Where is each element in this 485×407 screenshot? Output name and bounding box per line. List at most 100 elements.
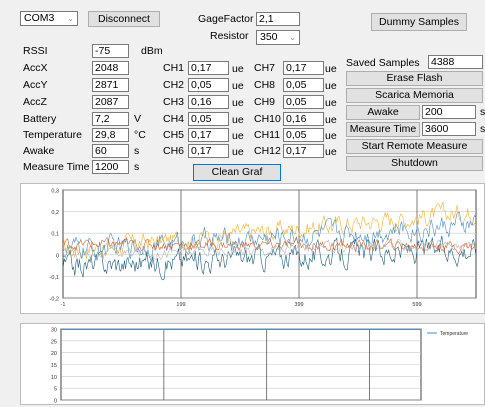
reading-label: Measure Time bbox=[23, 161, 90, 173]
clean-graf-button[interactable]: Clean Graf bbox=[193, 164, 281, 181]
disconnect-button[interactable]: Disconnect bbox=[88, 11, 160, 27]
chevron-down-icon: ⌄ bbox=[67, 14, 74, 23]
y-tick-label: 0 bbox=[56, 253, 59, 259]
strain-chart-svg: 0,3 0,2 0,1 0 -0,1 -0,2-1 199 399 599 bbox=[50, 189, 477, 308]
channel-unit: ue bbox=[232, 114, 244, 126]
series-line bbox=[62, 211, 477, 262]
channel-value: 0,05 bbox=[283, 128, 324, 142]
resistor-label: Resistor bbox=[210, 30, 249, 42]
series-line bbox=[62, 202, 477, 259]
y-tick-label: 5 bbox=[54, 387, 57, 393]
channel-unit: ue bbox=[325, 80, 337, 92]
reading-value: 2048 bbox=[92, 61, 129, 75]
reading-value: 1200 bbox=[92, 160, 129, 174]
reading-value: 2871 bbox=[92, 78, 129, 92]
channel-label: CH12 bbox=[254, 145, 281, 157]
port-value: COM3 bbox=[24, 12, 55, 24]
x-tick-label: -1 bbox=[61, 302, 66, 308]
channel-value: 0,17 bbox=[188, 128, 229, 142]
channel-label: CH8 bbox=[254, 79, 276, 91]
channel-value: 0,17 bbox=[188, 144, 229, 158]
chevron-down-icon: ⌄ bbox=[289, 33, 296, 42]
reading-value: 60 bbox=[92, 144, 129, 158]
x-tick-label: 199 bbox=[176, 302, 185, 308]
remote-awake-unit: s bbox=[480, 106, 485, 118]
strain-chart[interactable]: 0,3 0,2 0,1 0 -0,1 -0,2 -1 199 399 599 bbox=[20, 183, 485, 314]
y-tick-label: 20 bbox=[51, 351, 57, 357]
y-tick-label: 0,3 bbox=[51, 189, 59, 195]
channel-label: CH5 bbox=[163, 129, 185, 141]
channel-value: 0,16 bbox=[283, 112, 324, 126]
y-tick-label: 10 bbox=[51, 375, 57, 381]
channel-label: CH2 bbox=[163, 79, 185, 91]
channel-unit: ue bbox=[325, 63, 337, 75]
channel-unit: ue bbox=[232, 146, 244, 158]
y-tick-label: 0,1 bbox=[51, 232, 59, 238]
remote-awake-button[interactable]: Awake bbox=[346, 105, 420, 120]
series-line bbox=[62, 235, 477, 281]
saved-samples-label: Saved Samples bbox=[346, 57, 420, 69]
reading-value: 29,8 bbox=[92, 128, 129, 142]
reading-value: -75 bbox=[92, 44, 129, 58]
channel-unit: ue bbox=[232, 80, 244, 92]
resistor-select[interactable]: 350 ⌄ bbox=[256, 30, 300, 45]
saved-samples-value: 4388 bbox=[428, 55, 483, 69]
remote-measure-time-unit: s bbox=[480, 123, 485, 135]
y-tick-label: 0,2 bbox=[51, 210, 59, 216]
reading-unit: s bbox=[134, 161, 140, 173]
gage-factor-label: GageFactor bbox=[198, 13, 254, 25]
reading-value: 7,2 bbox=[92, 112, 129, 126]
channel-unit: ue bbox=[325, 130, 337, 142]
channel-unit: ue bbox=[232, 97, 244, 109]
reading-label: Awake bbox=[23, 145, 55, 157]
dummy-samples-button[interactable]: Dummy Samples bbox=[371, 13, 467, 31]
gage-factor-input[interactable]: 2,1 bbox=[256, 12, 300, 26]
remote-measure-time-button[interactable]: Measure Time bbox=[346, 122, 420, 137]
channel-unit: ue bbox=[232, 130, 244, 142]
reading-label: AccY bbox=[23, 79, 48, 91]
port-select[interactable]: COM3 ⌄ bbox=[20, 11, 78, 26]
channel-label: CH6 bbox=[163, 145, 185, 157]
resistor-value: 350 bbox=[260, 31, 278, 43]
legend-label: Temperature bbox=[440, 331, 468, 337]
remote-awake-input[interactable]: 200 bbox=[422, 105, 476, 119]
reading-value: 2087 bbox=[92, 95, 129, 109]
channel-value: 0,17 bbox=[283, 61, 324, 75]
y-tick-label: -0,2 bbox=[50, 297, 59, 303]
erase-flash-button[interactable]: Erase Flash bbox=[346, 71, 483, 86]
channel-value: 0,05 bbox=[283, 95, 324, 109]
channel-unit: ue bbox=[325, 97, 337, 109]
channel-value: 0,17 bbox=[188, 61, 229, 75]
channel-label: CH9 bbox=[254, 96, 276, 108]
channel-value: 0,05 bbox=[188, 78, 229, 92]
y-tick-label: 0 bbox=[54, 399, 57, 405]
channel-label: CH4 bbox=[163, 113, 185, 125]
channel-value: 0,05 bbox=[283, 78, 324, 92]
x-tick-label: 399 bbox=[294, 302, 303, 308]
channel-label: CH1 bbox=[163, 62, 185, 74]
series-line bbox=[62, 238, 477, 261]
channel-value: 0,17 bbox=[283, 144, 324, 158]
x-tick-label: 599 bbox=[412, 302, 421, 308]
reading-label: AccX bbox=[23, 62, 48, 74]
channel-value: 0,16 bbox=[188, 95, 229, 109]
plot-area bbox=[62, 189, 477, 299]
y-tick-label: 25 bbox=[51, 339, 57, 345]
channel-unit: ue bbox=[232, 63, 244, 75]
reading-unit: dBm bbox=[141, 45, 163, 57]
channel-label: CH7 bbox=[254, 62, 276, 74]
y-tick-label: 15 bbox=[51, 363, 57, 369]
scarica-memoria-button[interactable]: Scarica Memoria bbox=[346, 88, 483, 103]
y-tick-label: -0,1 bbox=[50, 275, 59, 281]
reading-unit: V bbox=[134, 113, 142, 125]
y-tick-label: 30 bbox=[51, 328, 57, 334]
shutdown-button[interactable]: Shutdown bbox=[346, 156, 483, 171]
reading-unit: °C bbox=[134, 129, 146, 141]
reading-label: RSSI bbox=[23, 45, 48, 57]
channel-unit: ue bbox=[325, 114, 337, 126]
remote-measure-time-input[interactable]: 3600 bbox=[422, 122, 476, 136]
start-remote-measure-button[interactable]: Start Remote Measure bbox=[346, 139, 483, 154]
reading-label: Battery bbox=[23, 113, 57, 125]
